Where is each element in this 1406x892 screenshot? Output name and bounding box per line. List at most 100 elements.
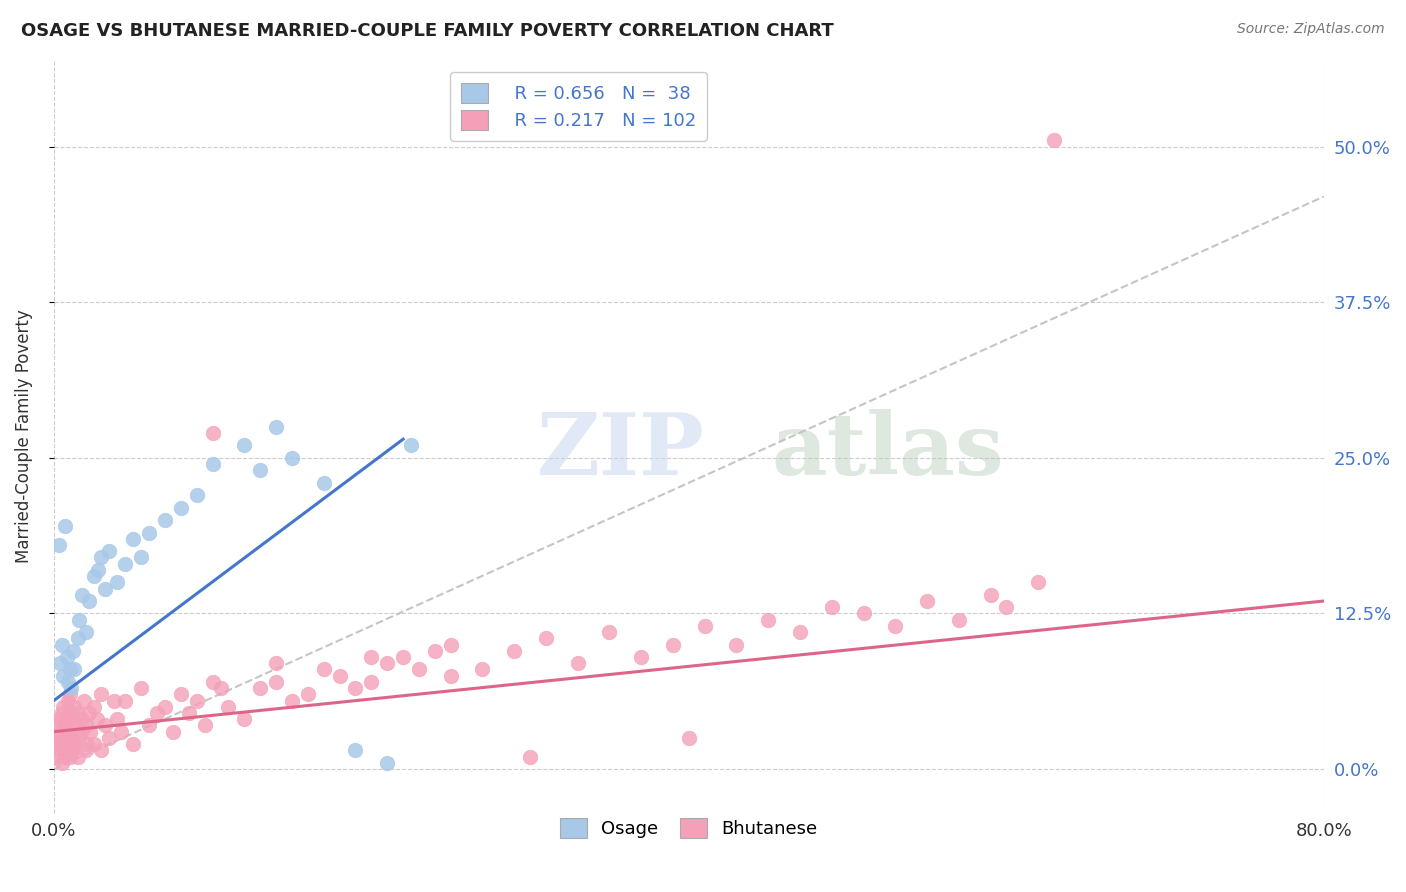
Point <box>65 718 87 732</box>
Point <box>264 657 287 671</box>
Point <box>408 662 430 676</box>
Legend: Osage, Bhutanese: Osage, Bhutanese <box>553 811 825 845</box>
Text: OSAGE VS BHUTANESE MARRIED-COUPLE FAMILY POVERTY CORRELATION CHART: OSAGE VS BHUTANESE MARRIED-COUPLE FAMILY… <box>21 22 834 40</box>
Point <box>598 625 620 640</box>
Point <box>76 737 98 751</box>
Point <box>48 731 70 745</box>
Point <box>153 513 176 527</box>
Point <box>51 638 73 652</box>
Point <box>60 731 83 745</box>
Point <box>48 538 70 552</box>
Point <box>264 419 287 434</box>
Point <box>979 588 1001 602</box>
Point <box>312 475 335 490</box>
Point <box>90 550 112 565</box>
Point <box>83 699 105 714</box>
Point <box>52 737 75 751</box>
Point <box>49 657 72 671</box>
Point <box>55 712 77 726</box>
Point <box>440 638 463 652</box>
Point <box>233 438 256 452</box>
Point <box>69 724 91 739</box>
Point <box>329 668 352 682</box>
Point <box>110 724 132 739</box>
Point <box>44 737 66 751</box>
Point <box>48 712 70 726</box>
Point <box>440 668 463 682</box>
Point <box>79 724 101 739</box>
Point <box>138 525 160 540</box>
Point <box>93 718 115 732</box>
Point <box>1043 134 1066 148</box>
Point <box>55 731 77 745</box>
Point <box>53 749 76 764</box>
Point <box>146 706 169 720</box>
Point <box>360 650 382 665</box>
Point <box>83 569 105 583</box>
Point <box>678 731 700 745</box>
Point <box>62 743 84 757</box>
Point <box>87 563 110 577</box>
Point <box>519 749 541 764</box>
Point <box>153 699 176 714</box>
Point <box>312 662 335 676</box>
Point <box>662 638 685 652</box>
Point <box>77 706 100 720</box>
Point <box>138 718 160 732</box>
Point <box>567 657 589 671</box>
Point <box>375 657 398 671</box>
Point <box>66 749 89 764</box>
Point <box>392 650 415 665</box>
Point <box>105 712 128 726</box>
Point <box>59 662 82 676</box>
Text: atlas: atlas <box>772 409 1004 493</box>
Point <box>49 724 72 739</box>
Point <box>72 588 94 602</box>
Point <box>53 718 76 732</box>
Point <box>73 693 96 707</box>
Point <box>62 718 84 732</box>
Text: Source: ZipAtlas.com: Source: ZipAtlas.com <box>1237 22 1385 37</box>
Point <box>56 693 79 707</box>
Point <box>60 706 83 720</box>
Point <box>201 425 224 440</box>
Point <box>756 613 779 627</box>
Point <box>52 699 75 714</box>
Point <box>360 674 382 689</box>
Point <box>884 619 907 633</box>
Point <box>60 681 83 695</box>
Point <box>249 681 271 695</box>
Point <box>90 687 112 701</box>
Point <box>129 681 152 695</box>
Point <box>72 712 94 726</box>
Point <box>114 557 136 571</box>
Point <box>63 699 86 714</box>
Point <box>46 718 69 732</box>
Point <box>67 613 90 627</box>
Point <box>995 600 1018 615</box>
Point <box>264 674 287 689</box>
Point <box>725 638 748 652</box>
Point <box>249 463 271 477</box>
Point <box>915 594 938 608</box>
Point <box>170 500 193 515</box>
Point <box>59 724 82 739</box>
Point <box>630 650 652 665</box>
Point <box>93 582 115 596</box>
Point <box>344 743 367 757</box>
Point <box>56 674 79 689</box>
Point <box>46 749 69 764</box>
Point <box>53 519 76 533</box>
Point <box>83 737 105 751</box>
Point <box>122 532 145 546</box>
Point <box>281 450 304 465</box>
Point <box>55 650 77 665</box>
Point <box>98 731 121 745</box>
Point <box>51 756 73 770</box>
Point <box>77 594 100 608</box>
Point <box>534 632 557 646</box>
Point <box>75 718 97 732</box>
Point <box>62 644 84 658</box>
Point <box>821 600 844 615</box>
Point <box>52 668 75 682</box>
